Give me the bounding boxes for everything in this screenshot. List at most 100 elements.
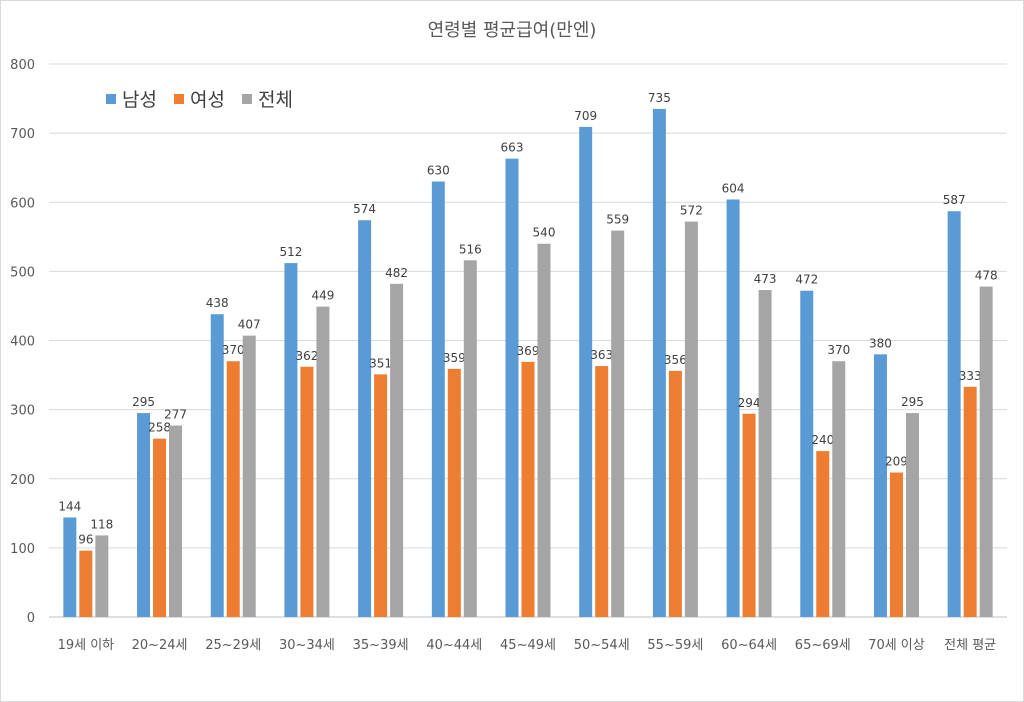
- data-label: 333: [959, 369, 982, 383]
- bar-1-4: [374, 374, 388, 617]
- bar-0-8: [652, 108, 666, 618]
- data-label: 663: [501, 141, 524, 155]
- data-label: 587: [943, 193, 966, 207]
- bar-0-3: [284, 263, 298, 617]
- bar-0-1: [137, 413, 151, 617]
- bar-2-6: [537, 243, 551, 617]
- data-label: 363: [590, 348, 613, 362]
- bar-1-12: [963, 386, 977, 617]
- data-label: 96: [78, 533, 93, 547]
- bar-1-0: [79, 550, 93, 617]
- data-label: 512: [279, 245, 302, 259]
- x-tick-label: 35~39세: [353, 638, 409, 653]
- y-tick-label: 600: [10, 196, 35, 211]
- x-tick-label: 30~34세: [279, 638, 335, 653]
- data-label: 478: [975, 269, 998, 283]
- legend-swatch: [106, 94, 116, 104]
- data-label: 356: [664, 353, 687, 367]
- data-label: 407: [238, 318, 261, 332]
- bar-1-5: [447, 368, 461, 617]
- bar-1-1: [153, 438, 167, 617]
- bar-2-7: [611, 230, 625, 617]
- bar-0-12: [947, 211, 961, 617]
- bar-2-1: [169, 425, 183, 617]
- legend-swatch: [242, 94, 252, 104]
- x-tick-label: 20~24세: [132, 638, 188, 653]
- bar-1-11: [889, 472, 903, 617]
- bar-0-2: [210, 314, 224, 617]
- bar-0-7: [579, 126, 593, 617]
- data-label: 277: [164, 408, 187, 422]
- data-label: 359: [443, 351, 466, 365]
- data-label: 370: [222, 343, 245, 357]
- data-label: 735: [648, 91, 671, 105]
- data-label: 572: [680, 204, 703, 218]
- data-label: 369: [517, 344, 540, 358]
- data-label: 438: [206, 296, 229, 310]
- legend: 남성 여성 전체: [106, 89, 293, 111]
- x-tick-label: 25~29세: [205, 638, 261, 653]
- data-label: 449: [311, 289, 334, 303]
- bar-2-8: [684, 221, 698, 618]
- data-label: 351: [369, 356, 392, 370]
- y-tick-label: 300: [10, 404, 35, 419]
- bar-0-6: [505, 158, 519, 618]
- x-axis: 19세 이하 20~24세 25~29세 30~34세 35~39세 40~44세 45~4…: [58, 638, 997, 653]
- data-label: 240: [811, 433, 834, 447]
- bar-0-5: [431, 181, 445, 617]
- x-tick-label: 50~54세: [574, 638, 630, 653]
- bar-1-10: [816, 451, 830, 617]
- data-label: 559: [606, 213, 629, 227]
- data-label: 516: [459, 242, 482, 256]
- bar-1-6: [521, 361, 535, 617]
- bar-0-4: [358, 220, 372, 617]
- data-label: 574: [353, 202, 376, 216]
- bar-2-12: [979, 286, 993, 617]
- bar-2-11: [905, 413, 919, 617]
- data-label: 473: [754, 272, 777, 286]
- y-tick-label: 400: [10, 335, 35, 350]
- bar-2-0: [95, 535, 109, 617]
- bar-2-2: [242, 335, 256, 617]
- y-tick-label: 500: [10, 265, 35, 280]
- x-tick-label: 65~69세: [795, 638, 851, 653]
- y-axis: 0 100 200 300 400 500 600 700 800: [10, 58, 35, 626]
- bar-1-9: [742, 413, 756, 617]
- data-label: 709: [574, 109, 597, 123]
- x-tick-label: 60~64세: [721, 638, 777, 653]
- x-tick-label: 55~59세: [647, 638, 703, 653]
- y-tick-label: 0: [27, 611, 35, 626]
- data-label: 380: [869, 336, 892, 350]
- bar-2-9: [758, 290, 772, 617]
- bar-1-8: [668, 370, 682, 617]
- y-tick-label: 700: [10, 127, 35, 142]
- data-label: 295: [901, 395, 924, 409]
- legend-swatch: [174, 94, 184, 104]
- data-label: 540: [533, 226, 556, 240]
- data-label: 362: [295, 349, 318, 363]
- bar-0-0: [63, 517, 77, 617]
- bar-2-10: [832, 361, 846, 617]
- gridlines: [49, 63, 1007, 618]
- bar-0-11: [873, 354, 887, 617]
- x-tick-label: 40~44세: [426, 638, 482, 653]
- legend-label: 남성: [122, 89, 157, 111]
- data-label: 630: [427, 164, 450, 178]
- data-label: 472: [795, 273, 818, 287]
- bar-1-2: [226, 361, 240, 617]
- legend-label: 여성: [190, 89, 225, 111]
- legend-label: 전체: [258, 89, 293, 111]
- bar-0-10: [800, 290, 814, 617]
- data-label: 295: [132, 395, 155, 409]
- data-label: 144: [58, 499, 81, 513]
- x-tick-label: 70세 이상: [868, 638, 925, 653]
- data-label: 294: [738, 396, 761, 410]
- chart-title: 연령별 평균급여(만엔): [428, 20, 597, 41]
- x-tick-label: 45~49세: [500, 638, 556, 653]
- data-label: 370: [827, 343, 850, 357]
- x-tick-label: 19세 이하: [58, 638, 115, 653]
- bar-0-9: [726, 199, 740, 618]
